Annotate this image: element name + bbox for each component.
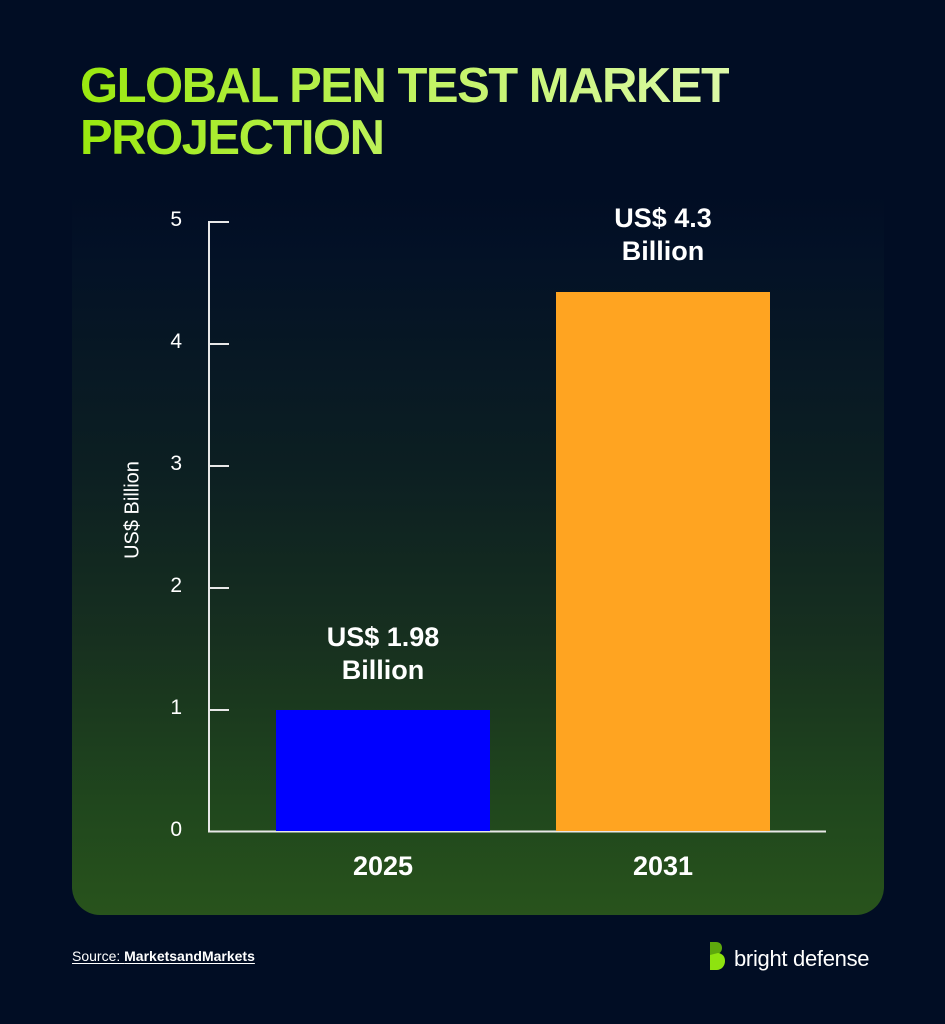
bar-value-label-2031: US$ 4.3 Billion [533,202,793,268]
source-link[interactable]: Source: MarketsandMarkets [72,948,255,964]
brand-name: bright defense [734,945,870,971]
bar-value-label-2025: US$ 1.98 Billion [253,621,513,687]
y-tick-label-1: 1 [170,696,182,719]
y-axis-title: US$ Billion [121,461,144,559]
bright-defense-logo-icon [708,941,726,976]
y-tick-label-3: 3 [170,452,182,475]
y-tick-label-4: 4 [170,330,182,353]
bar-value-2025-line2: Billion [341,655,425,685]
source-name: MarketsandMarkets [124,948,255,964]
bar-2031 [556,292,770,831]
brand-logo: bright defense [708,941,870,976]
bar-value-2031-line2: Billion [621,236,705,266]
bar-value-2031-line1: US$ 4.3 [614,203,712,233]
y-tick-label-2: 2 [170,574,182,597]
x-category-2031: 2031 [632,851,694,881]
y-tick-label-5: 5 [170,208,182,231]
bar-2025 [276,710,490,831]
x-category-2025: 2025 [352,851,414,881]
bar-value-2025-line1: US$ 1.98 [326,622,440,652]
source-prefix: Source: [72,948,125,964]
y-tick-label-0: 0 [170,818,182,841]
